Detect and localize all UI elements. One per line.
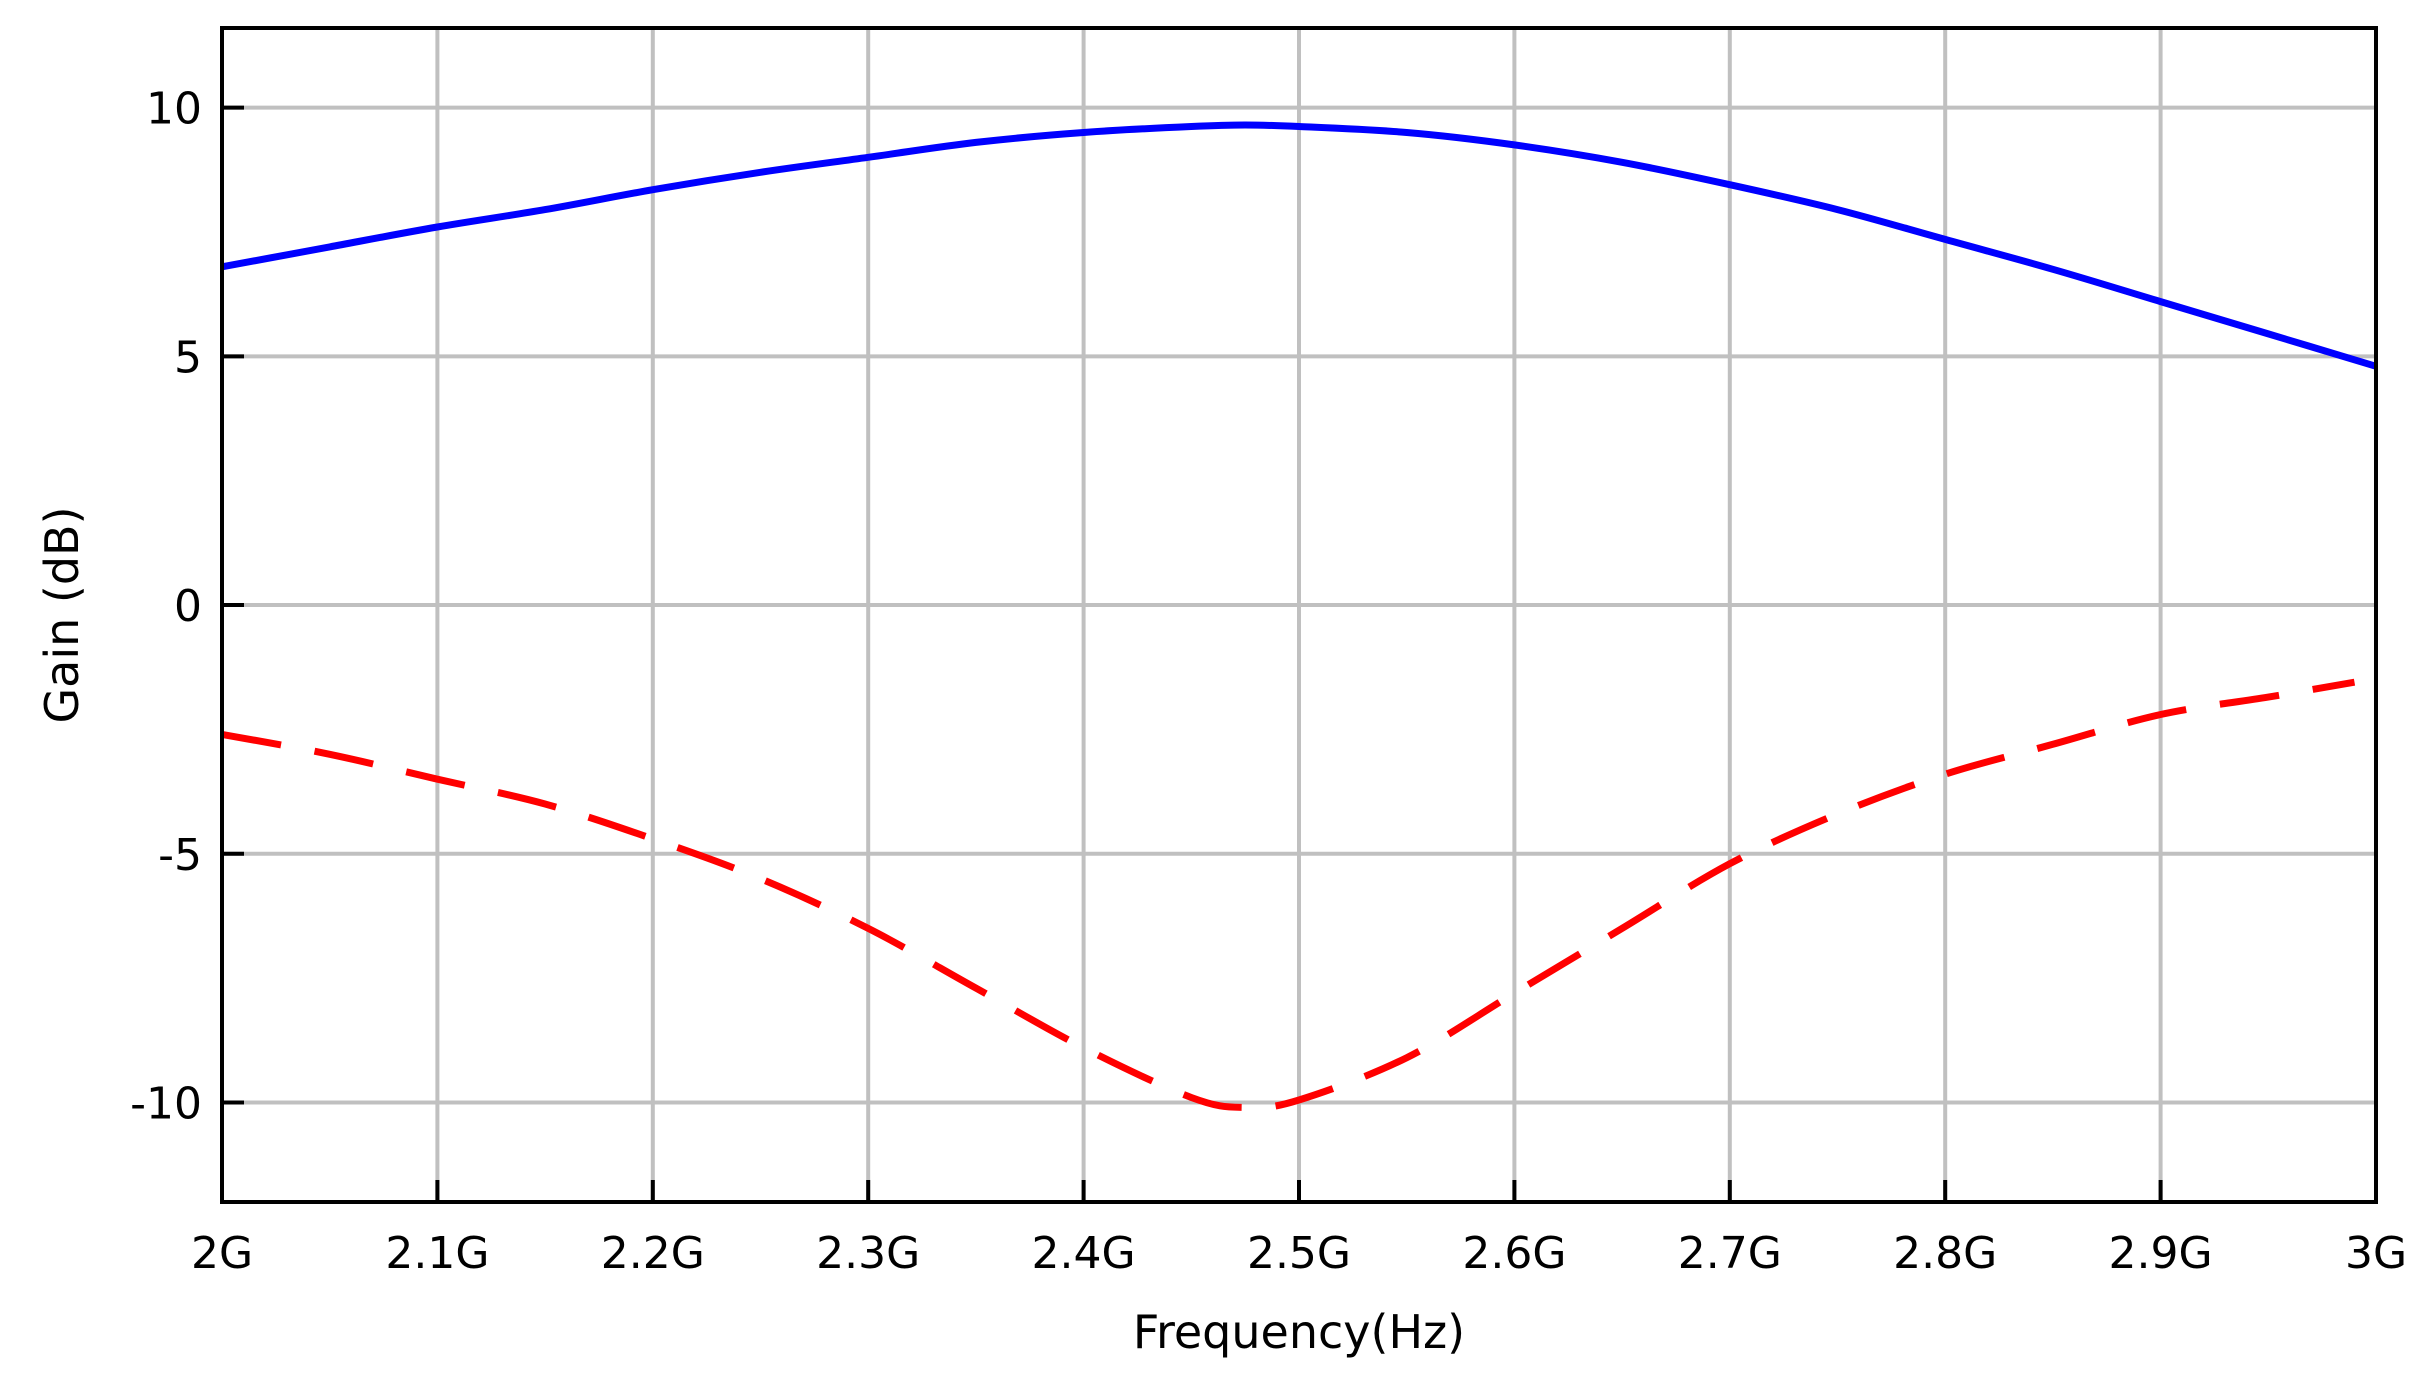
x-tick-label: 2.8G — [1893, 1228, 1997, 1279]
x-tick-label: 2.2G — [601, 1228, 705, 1279]
dashed-series-line — [221, 678, 2356, 1112]
ticks: 2G 2.1G 2.2G 2.3G 2.4G 2.5G 2.6G 2.7G 2.8G 2.9G 3G… — [130, 84, 2407, 1279]
series-layer — [221, 121, 2378, 1112]
x-axis-title: Frequency(Hz) — [1133, 1305, 1465, 1359]
x-tick-label: 2.3G — [816, 1228, 920, 1279]
x-tick-label: 2.6G — [1462, 1228, 1566, 1279]
x-tick-label: 2.5G — [1247, 1228, 1351, 1279]
y-axis-title: Gain (dB) — [35, 506, 89, 723]
x-tick-label: 3G — [2345, 1228, 2407, 1279]
grid — [220, 28, 2378, 1202]
solid-series-line — [221, 121, 2378, 370]
y-tick-label: 10 — [146, 84, 202, 135]
y-tick-label: 0 — [174, 581, 202, 632]
x-tick-label: 2.7G — [1678, 1228, 1782, 1279]
y-tick-label: -5 — [158, 830, 202, 881]
x-tick-label: 2.1G — [385, 1228, 489, 1279]
x-tick-label: 2.9G — [2109, 1228, 2213, 1279]
x-tick-label: 2G — [191, 1228, 253, 1279]
y-tick-label: 5 — [174, 332, 202, 383]
y-tick-label: -10 — [130, 1079, 202, 1130]
x-tick-label: 2.4G — [1032, 1228, 1136, 1279]
